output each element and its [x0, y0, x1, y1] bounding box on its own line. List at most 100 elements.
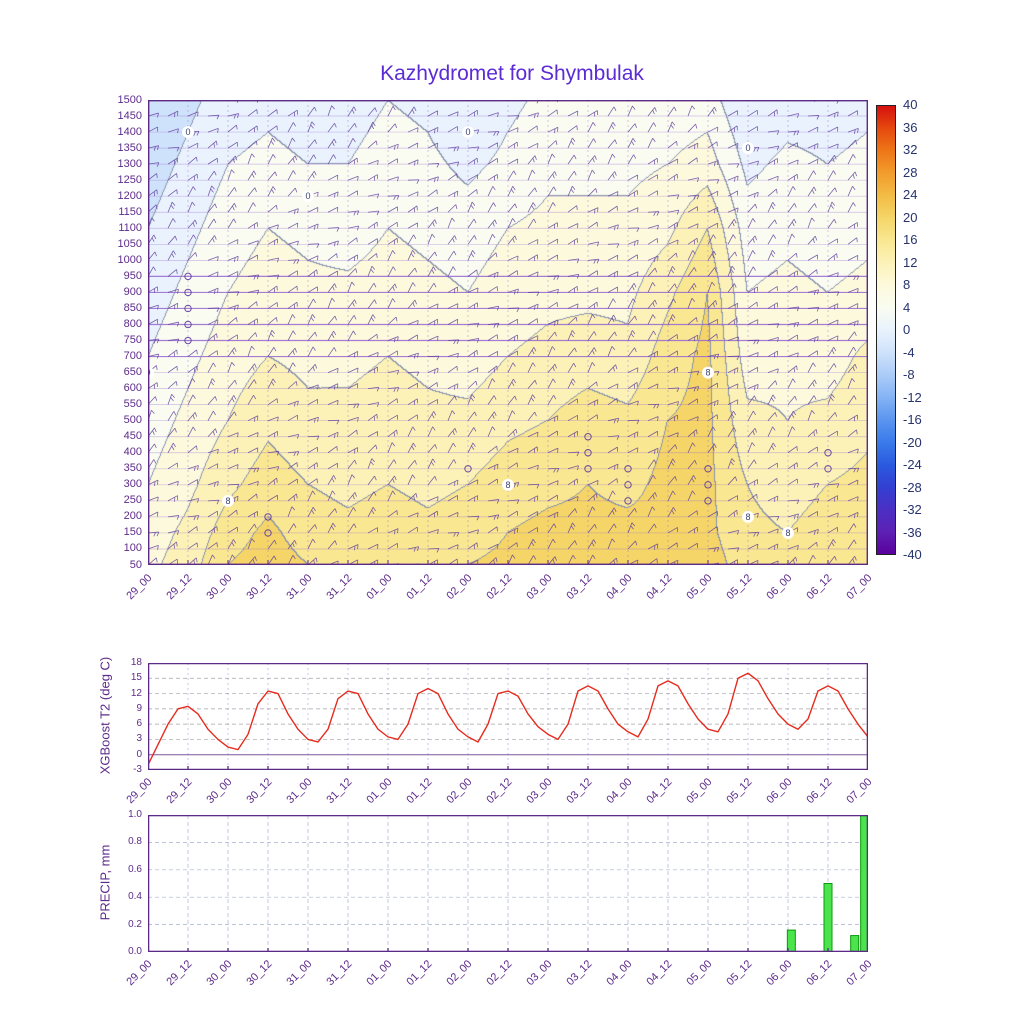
- time-tick-label: 29_00: [124, 958, 155, 989]
- colorbar-tick-label: 32: [903, 142, 918, 157]
- height-tick-label: 750: [123, 334, 142, 347]
- colorbar-tick-label: 8: [903, 277, 911, 292]
- time-tick-label: 07_00: [844, 958, 875, 989]
- height-tick-label: 400: [123, 446, 142, 459]
- time-tick-label: 06_12: [804, 958, 835, 989]
- height-tick-label: 1100: [118, 221, 142, 234]
- time-tick-label: 04_12: [644, 572, 675, 603]
- time-tick-label: 03_00: [524, 572, 555, 603]
- time-tick-label: 31_12: [324, 958, 355, 989]
- height-tick-label: 500: [123, 414, 142, 427]
- height-tick-label: 250: [123, 494, 142, 507]
- height-tick-label: 900: [123, 285, 142, 298]
- t2-tick-label: 15: [130, 672, 142, 684]
- height-tick-label: 800: [123, 317, 142, 330]
- height-tick-label: 150: [123, 526, 142, 539]
- time-tick-label: 30_00: [204, 572, 235, 603]
- height-tick-label: 600: [123, 382, 142, 395]
- colorbar-tick-label: -12: [903, 389, 922, 405]
- height-tick-label: 300: [123, 478, 142, 491]
- time-tick-label: 04_12: [644, 958, 675, 989]
- time-tick-label: 31_12: [324, 572, 355, 603]
- time-tick-label: 06_00: [764, 958, 795, 989]
- height-tick-label: 700: [123, 350, 142, 363]
- colorbar-tick-label: 40: [903, 97, 918, 112]
- time-tick-label: 01_12: [404, 572, 435, 603]
- t2-tick-label: 6: [136, 718, 142, 730]
- time-tick-label: 03_00: [524, 958, 555, 989]
- time-tick-label: 05_12: [724, 958, 755, 989]
- colorbar-tick-label: 4: [903, 299, 911, 315]
- colorbar-tick-label: -16: [903, 412, 922, 427]
- colorbar-tick-label: 20: [903, 209, 918, 225]
- height-tick-label: 100: [123, 542, 142, 555]
- colorbar-tick-label: -4: [903, 344, 915, 360]
- height-tick-label: 850: [123, 301, 142, 314]
- colorbar-tick-label: 12: [903, 254, 918, 270]
- height-tick-label: 450: [123, 430, 142, 443]
- t2-tick-label: 18: [130, 657, 142, 668]
- precip-bar-chart-canvas: [148, 815, 868, 952]
- time-tick-label: 07_00: [844, 572, 875, 603]
- time-tick-label: 01_12: [404, 958, 435, 989]
- colorbar-tick-label: -28: [903, 479, 922, 495]
- time-tick-label: 29_00: [124, 572, 155, 603]
- t2-tick-label: 12: [130, 687, 142, 699]
- t2-tick-label: -3: [133, 764, 142, 775]
- height-tick-label: 1300: [117, 157, 142, 170]
- precip-axis-title: PRECIP, mm: [97, 844, 113, 921]
- colorbar-tick-label: -24: [903, 457, 922, 472]
- height-tick-label: 1450: [117, 109, 142, 122]
- time-tick-label: 02_12: [484, 958, 515, 989]
- time-tick-label: 03_12: [564, 572, 595, 603]
- height-tick-label: 1050: [117, 237, 142, 250]
- height-tick-label: 350: [123, 462, 142, 475]
- height-tick-label: 1150: [118, 205, 142, 218]
- height-tick-label: 1200: [117, 189, 142, 202]
- height-tick-label: 950: [123, 269, 142, 282]
- t2-line-chart-canvas: [148, 663, 868, 770]
- time-tick-label: 29_12: [164, 572, 195, 603]
- time-tick-label: 06_00: [764, 572, 795, 603]
- height-tick-label: 1250: [117, 173, 142, 186]
- time-tick-label: 29_12: [164, 958, 195, 989]
- height-tick-label: 200: [123, 510, 142, 523]
- time-tick-label: 01_00: [364, 958, 395, 989]
- height-tick-label: 1350: [117, 141, 142, 154]
- time-tick-label: 31_00: [284, 958, 315, 989]
- time-tick-label: 01_00: [364, 572, 395, 603]
- colorbar-tick-label: 16: [903, 232, 918, 247]
- colorbar-tick-label: -36: [903, 524, 922, 540]
- time-tick-label: 02_12: [484, 572, 515, 603]
- temperature-wind-plot-canvas: [148, 100, 868, 565]
- colorbar-tick-label: -32: [903, 502, 922, 517]
- colorbar-tick-label: -20: [903, 434, 922, 450]
- time-tick-label: 05_00: [684, 572, 715, 603]
- t2-axis-title: XGBoost T2 (deg C): [97, 656, 113, 775]
- t2-tick-label: 0: [136, 748, 142, 760]
- time-tick-label: 02_00: [444, 572, 475, 603]
- colorbar-tick-label: 24: [903, 187, 918, 202]
- precip-tick-label: 0.0: [128, 946, 142, 957]
- time-tick-label: 02_00: [444, 958, 475, 989]
- time-tick-label: 03_12: [564, 958, 595, 989]
- colorbar-canvas: [876, 105, 896, 555]
- time-tick-label: 05_12: [724, 572, 755, 603]
- time-tick-label: 05_00: [684, 958, 715, 989]
- height-tick-label: 50: [129, 558, 142, 571]
- height-tick-label: 550: [123, 398, 142, 411]
- precip-tick-label: 1.0: [128, 809, 142, 820]
- time-tick-label: 30_00: [204, 958, 235, 989]
- time-tick-label: 31_00: [284, 572, 315, 603]
- precip-tick-label: 0.2: [128, 918, 142, 930]
- chart-title: Kazhydromet for Shymbulak: [380, 62, 644, 85]
- colorbar-tick-label: 0: [903, 322, 911, 337]
- precip-tick-label: 0.8: [128, 836, 142, 848]
- time-tick-label: 30_12: [244, 958, 275, 989]
- time-tick-label: 30_12: [244, 572, 275, 603]
- time-tick-label: 04_00: [604, 958, 635, 989]
- height-tick-label: 1500: [117, 93, 142, 106]
- height-tick-label: 1000: [117, 253, 142, 266]
- colorbar-tick-label: 28: [903, 164, 918, 180]
